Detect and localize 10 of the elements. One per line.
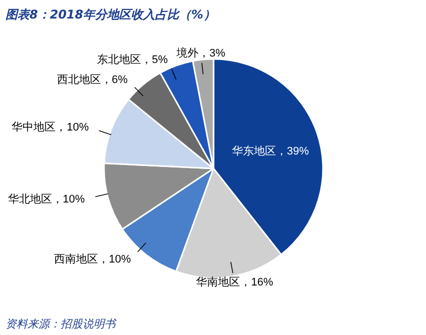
slice-label: 华中地区，10% bbox=[12, 120, 89, 134]
slice-label: 东北地区，5% bbox=[96, 52, 168, 66]
slice-label: 西北地区，6% bbox=[56, 73, 128, 86]
text: 资料来源：招股说明书 bbox=[6, 318, 118, 330]
chart-title: 图表8：2018年分地区收入占比（%） bbox=[6, 8, 216, 22]
slice-label: 华南地区，16% bbox=[196, 276, 274, 289]
slice-label: 西南地区，10% bbox=[54, 252, 132, 266]
slice-label: 华东地区，39% bbox=[232, 144, 310, 158]
slice-label: 境外，3% bbox=[175, 46, 226, 60]
slice-label: 华北地区，10% bbox=[8, 192, 85, 206]
